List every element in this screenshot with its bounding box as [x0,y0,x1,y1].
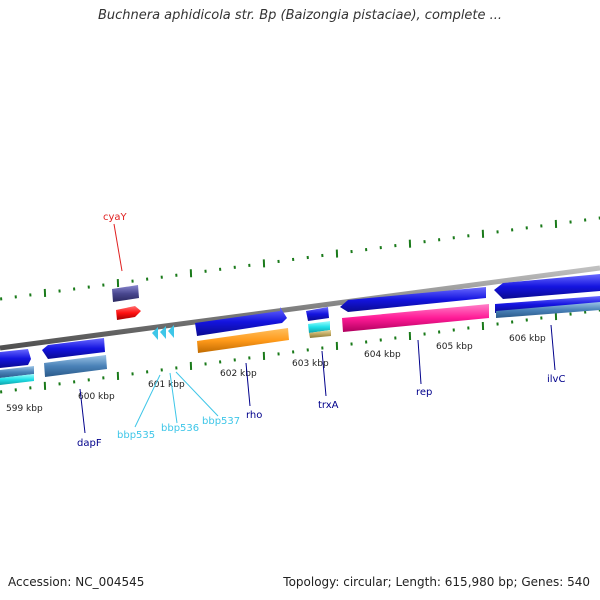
gene-leaders [79,324,556,434]
label-bbp536[interactable]: bbp536 [161,423,199,434]
label-rho[interactable]: rho [246,410,262,421]
scale-label-604: 604 kbp [364,350,401,360]
map-title: Buchnera aphidicola str. Bp (Baizongia p… [97,8,503,23]
label-bbp537[interactable]: bbp537 [202,416,240,427]
gene-cyaY-upper [112,285,139,302]
gene-bbp-rna-cluster[interactable] [152,325,174,340]
scale-label-600: 600 kbp [78,392,115,402]
cyaY-leader [113,223,123,272]
scale-label-601: 601 kbp [148,380,185,390]
genome-summary-text: Topology: circular; Length: 615,980 bp; … [283,575,590,589]
accession-text: Accession: NC_004545 [8,575,145,589]
bbp-leaders [134,371,219,428]
label-dapF[interactable]: dapF [77,438,102,449]
lower-tick-track [0,308,600,394]
scale-label-602: 602 kbp [220,369,257,379]
scale-label-605: 605 kbp [436,342,473,352]
gene-cyaY-arrow [116,306,141,320]
upper-tick-track [0,216,600,301]
gene-trxA[interactable] [306,307,331,338]
scale-label-603: 603 kbp [292,359,329,369]
gene-left-edge[interactable] [0,349,34,385]
scale-label-606: 606 kbp [509,334,546,344]
label-rep[interactable]: rep [416,387,432,398]
label-trxA[interactable]: trxA [318,400,339,411]
label-cyaY[interactable]: cyaY [103,212,128,223]
gene-cyaY-block[interactable] [112,285,141,320]
gene-ilvC[interactable] [494,274,600,318]
label-ilvC[interactable]: ilvC [547,374,565,385]
genome-backbone [0,265,600,351]
scale-label-599: 599 kbp [6,404,43,414]
label-bbp535[interactable]: bbp535 [117,430,155,441]
gene-rho[interactable] [195,307,289,353]
gene-rep[interactable] [340,287,489,332]
gene-dapF[interactable] [42,338,107,377]
